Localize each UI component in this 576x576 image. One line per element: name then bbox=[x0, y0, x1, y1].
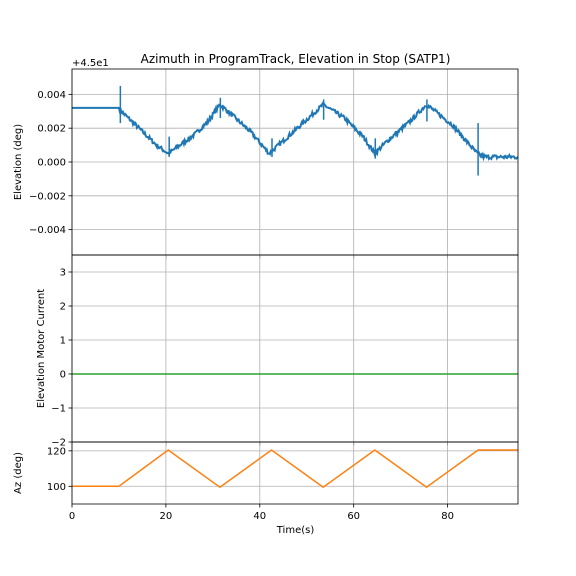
y-tick-label: −0.004 bbox=[29, 225, 66, 236]
y-tick-label: −2 bbox=[51, 438, 66, 449]
x-tick-label: 80 bbox=[441, 511, 454, 522]
chart-title: Azimuth in ProgramTrack, Elevation in St… bbox=[141, 52, 451, 66]
x-tick-label: 60 bbox=[347, 511, 360, 522]
series-line-azimuth bbox=[72, 449, 518, 489]
y-axis-label-azimuth: Az (deg) bbox=[13, 452, 24, 494]
subplots: −0.004 −0.002 0.000 0.002 0.004 Elevation (de… bbox=[13, 58, 519, 522]
axes-frame-azimuth bbox=[71, 441, 519, 505]
panel-elevation: −0.004 −0.002 0.000 0.002 0.004 Elevation (de… bbox=[13, 58, 519, 259]
y-tick-label: −0.002 bbox=[29, 191, 66, 202]
panel-azimuth: 100 120 0 20 40 60 80 Az (deg) bbox=[13, 441, 519, 522]
x-axis-label: Time(s) bbox=[276, 525, 315, 536]
y-tick-label: −1 bbox=[51, 404, 66, 415]
y-axis-label-elevation: Elevation (deg) bbox=[13, 124, 24, 200]
y-tick-label: 100 bbox=[47, 482, 66, 493]
x-tick-label: 40 bbox=[253, 511, 266, 522]
y-tick-label: 2 bbox=[60, 302, 66, 313]
y-tick-label: 0 bbox=[60, 370, 66, 381]
y-tick-label: 0.000 bbox=[37, 158, 66, 169]
series-line-elevation bbox=[72, 100, 518, 162]
y-tick-label: 120 bbox=[47, 446, 66, 457]
y-offset-text: +4.5e1 bbox=[72, 58, 109, 69]
x-tick-label: 20 bbox=[160, 511, 173, 522]
y-tick-label: 1 bbox=[60, 336, 66, 347]
y-tick-label: 3 bbox=[60, 268, 66, 279]
y-tick-label: 0.002 bbox=[37, 124, 66, 135]
y-axis-label-motor-current: Elevation Motor Current bbox=[36, 289, 47, 408]
x-tick-label: 0 bbox=[69, 511, 75, 522]
y-tick-label: 0.004 bbox=[37, 90, 66, 101]
